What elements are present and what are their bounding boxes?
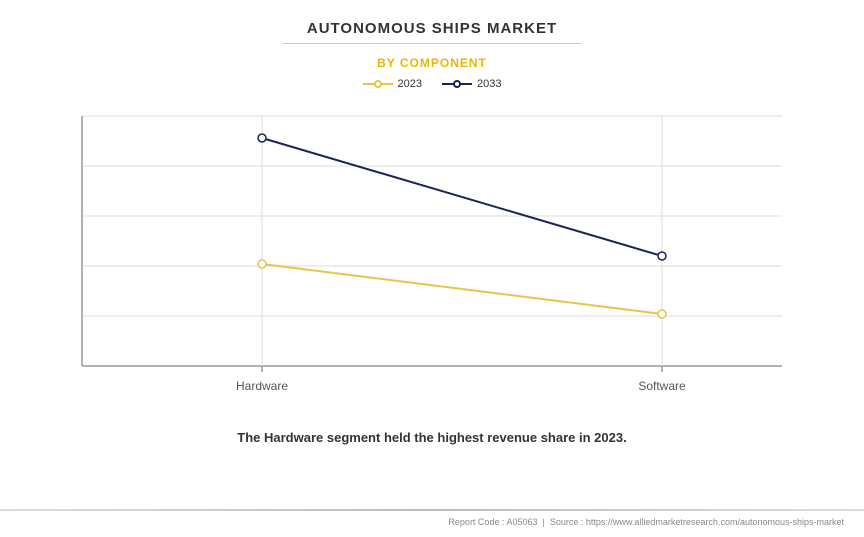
report-code-value: A05063 bbox=[506, 517, 537, 527]
chart-svg: Hardware Software bbox=[62, 106, 802, 406]
chart-subtitle: BY COMPONENT bbox=[377, 56, 487, 70]
source-value: https://www.alliedmarketresearch.com/aut… bbox=[586, 517, 844, 527]
footer-divider bbox=[0, 509, 864, 511]
legend-marker-2033 bbox=[442, 79, 472, 89]
legend-marker-2023 bbox=[363, 79, 393, 89]
svg-text:Hardware: Hardware bbox=[236, 379, 288, 393]
svg-text:Software: Software bbox=[638, 379, 686, 393]
legend-item-2023: 2023 bbox=[363, 78, 422, 90]
report-code-label: Report Code : bbox=[448, 517, 504, 527]
chart-title: AUTONOMOUS SHIPS MARKET bbox=[307, 20, 557, 37]
legend-label: 2023 bbox=[398, 78, 422, 90]
chart-caption: The Hardware segment held the highest re… bbox=[237, 430, 626, 445]
title-underline bbox=[282, 43, 582, 44]
footer-text: Report Code : A05063 | Source : https://… bbox=[448, 517, 844, 527]
legend-label: 2033 bbox=[477, 78, 501, 90]
legend: 2023 2033 bbox=[363, 78, 502, 90]
legend-item-2033: 2033 bbox=[442, 78, 501, 90]
chart-plot: Hardware Software bbox=[62, 106, 802, 406]
source-label: Source : bbox=[550, 517, 584, 527]
